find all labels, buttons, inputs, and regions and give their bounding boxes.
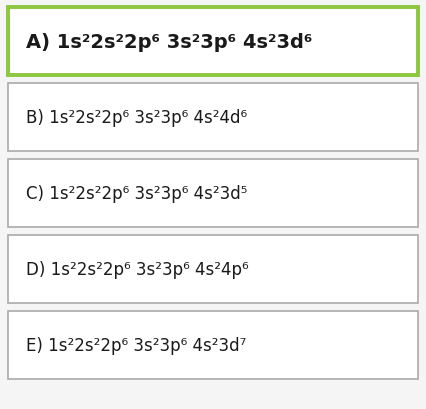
Text: B) 1s²2s²2p⁶ 3s²3p⁶ 4s²4d⁶: B) 1s²2s²2p⁶ 3s²3p⁶ 4s²4d⁶ <box>26 109 247 127</box>
Text: C) 1s²2s²2p⁶ 3s²3p⁶ 4s²3d⁵: C) 1s²2s²2p⁶ 3s²3p⁶ 4s²3d⁵ <box>26 184 248 202</box>
FancyBboxPatch shape <box>8 311 418 379</box>
FancyBboxPatch shape <box>8 160 418 227</box>
FancyBboxPatch shape <box>8 84 418 152</box>
FancyBboxPatch shape <box>8 236 418 303</box>
Text: A) 1s²2s²2p⁶ 3s²3p⁶ 4s²3d⁶: A) 1s²2s²2p⁶ 3s²3p⁶ 4s²3d⁶ <box>26 32 312 52</box>
FancyBboxPatch shape <box>8 8 418 76</box>
Text: D) 1s²2s²2p⁶ 3s²3p⁶ 4s²4p⁶: D) 1s²2s²2p⁶ 3s²3p⁶ 4s²4p⁶ <box>26 261 249 278</box>
Text: E) 1s²2s²2p⁶ 3s²3p⁶ 4s²3d⁷: E) 1s²2s²2p⁶ 3s²3p⁶ 4s²3d⁷ <box>26 336 246 354</box>
